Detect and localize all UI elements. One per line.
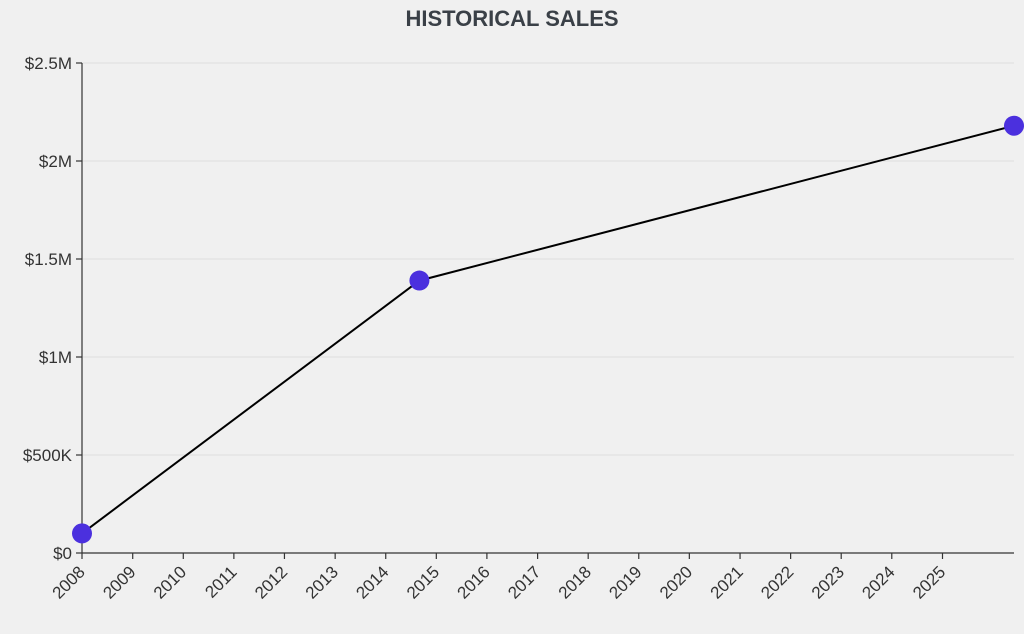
chart-title: HISTORICAL SALES bbox=[405, 6, 618, 31]
y-tick-label: $0 bbox=[53, 544, 72, 563]
x-tick-label: 2021 bbox=[707, 562, 747, 602]
x-tick-label: 2010 bbox=[150, 562, 190, 602]
data-point bbox=[1004, 115, 1024, 136]
x-tick-label: 2019 bbox=[605, 562, 645, 602]
axis-layer: $0 $500K $1M $1.5M $2M $2.5M 2008 2009 2010 2011 2… bbox=[23, 54, 1014, 603]
x-tick-label: 2013 bbox=[302, 562, 342, 602]
series-layer bbox=[72, 115, 1024, 544]
x-tick-label: 2016 bbox=[454, 562, 494, 602]
y-tick-label: $2M bbox=[39, 152, 72, 171]
x-tick-label: 2014 bbox=[352, 562, 392, 602]
x-tick-label: 2018 bbox=[555, 562, 595, 602]
grid-layer bbox=[82, 62, 1014, 456]
y-tick-label: $2.5M bbox=[25, 54, 72, 73]
y-tick-label: $500K bbox=[23, 446, 73, 465]
data-point bbox=[72, 523, 92, 544]
x-tick-label: 2023 bbox=[808, 562, 848, 602]
x-tick-label: 2012 bbox=[251, 562, 291, 602]
data-point bbox=[409, 270, 430, 291]
y-tick-label: $1.5M bbox=[25, 250, 72, 269]
y-tick-label: $1M bbox=[39, 348, 72, 367]
x-tick-label: 2024 bbox=[858, 562, 898, 602]
series-line bbox=[81, 124, 1015, 535]
x-tick-label: 2025 bbox=[909, 562, 949, 602]
x-tick-label: 2022 bbox=[757, 562, 797, 602]
x-tick-label: 2015 bbox=[403, 562, 443, 602]
x-tick-label: 2008 bbox=[49, 562, 89, 602]
x-tick-label: 2020 bbox=[656, 562, 696, 602]
x-tick-label: 2009 bbox=[99, 562, 139, 602]
x-tick-label: 2017 bbox=[504, 562, 544, 602]
x-tick-label: 2011 bbox=[201, 562, 240, 601]
